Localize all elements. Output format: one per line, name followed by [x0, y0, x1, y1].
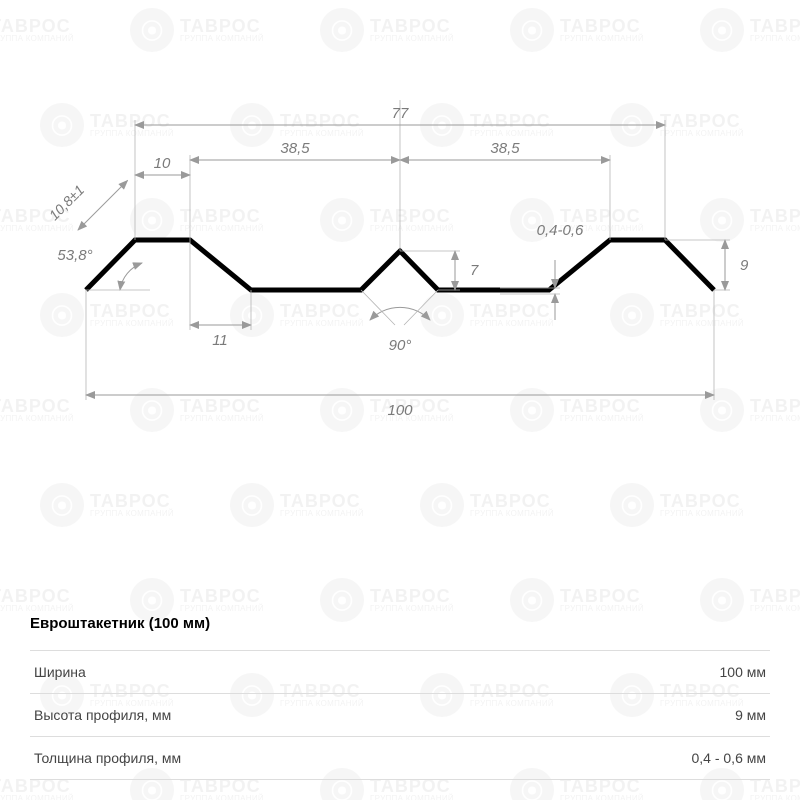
dim-flat-top: 10	[154, 155, 171, 172]
table-row: Высота профиля, мм 9 мм	[30, 694, 770, 737]
spec-value: 100 мм	[720, 664, 771, 680]
dim-height: 9	[740, 257, 749, 274]
spec-label: Ширина	[30, 664, 86, 680]
spec-title: Евроштакетник (100 мм)	[30, 615, 770, 632]
spec-value: 9 мм	[735, 707, 770, 723]
spec-label: Толщина профиля, мм	[30, 750, 181, 766]
dim-center-angle: 90°	[389, 337, 412, 354]
dim-center-h: 7	[470, 262, 479, 279]
table-row: Толщина профиля, мм 0,4 - 0,6 мм	[30, 737, 770, 780]
dim-edge-angle: 53,8°	[57, 247, 92, 264]
dim-total: 100	[387, 402, 413, 419]
dim-thickness: 0,4-0,6	[537, 222, 584, 239]
dim-half-left: 38,5	[280, 140, 310, 157]
dim-half-right: 38,5	[490, 140, 520, 157]
profile-diagram: 77 38,5 38,5 10 11 100 10,8±1 53,8° 90° …	[0, 0, 800, 560]
dim-edge-len: 10,8±1	[46, 182, 88, 224]
spec-value: 0,4 - 0,6 мм	[691, 750, 770, 766]
dim-top-span: 77	[392, 105, 409, 122]
table-row: Ширина 100 мм	[30, 650, 770, 694]
dim-flank: 11	[212, 332, 228, 349]
spec-label: Высота профиля, мм	[30, 707, 171, 723]
spec-table: Евроштакетник (100 мм) Ширина 100 мм Выс…	[30, 615, 770, 780]
